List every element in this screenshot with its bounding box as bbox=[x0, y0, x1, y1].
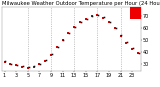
Text: Milwaukee Weather Outdoor Temperature per Hour (24 Hours): Milwaukee Weather Outdoor Temperature pe… bbox=[2, 1, 160, 6]
Bar bbox=[130, 7, 141, 19]
